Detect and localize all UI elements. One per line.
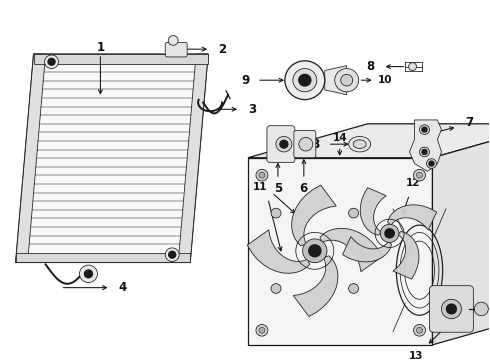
Text: 8: 8 (367, 60, 375, 73)
Text: 12: 12 (406, 178, 421, 188)
Circle shape (426, 159, 437, 168)
Ellipse shape (349, 136, 370, 152)
Text: 11: 11 (253, 182, 267, 192)
Text: 9: 9 (241, 74, 249, 87)
Circle shape (165, 248, 179, 261)
FancyBboxPatch shape (267, 126, 295, 163)
Polygon shape (388, 205, 437, 230)
Circle shape (293, 68, 317, 92)
Circle shape (285, 61, 325, 100)
Polygon shape (16, 54, 208, 262)
Text: 1: 1 (97, 41, 104, 54)
Circle shape (414, 324, 425, 336)
Text: 6: 6 (300, 182, 308, 195)
Circle shape (299, 75, 311, 86)
Circle shape (259, 327, 265, 333)
Circle shape (276, 136, 292, 152)
Text: 2: 2 (218, 43, 226, 56)
Circle shape (280, 140, 288, 148)
Circle shape (303, 239, 327, 263)
Circle shape (169, 251, 176, 258)
Circle shape (84, 270, 93, 278)
Circle shape (348, 208, 359, 218)
Circle shape (429, 161, 434, 166)
Polygon shape (247, 230, 310, 273)
Circle shape (441, 299, 462, 319)
Circle shape (45, 55, 58, 68)
Circle shape (299, 138, 313, 151)
Text: 5: 5 (274, 182, 282, 195)
Polygon shape (16, 54, 46, 262)
Polygon shape (294, 256, 338, 316)
Polygon shape (393, 231, 419, 279)
Circle shape (414, 169, 425, 181)
FancyBboxPatch shape (294, 131, 316, 158)
Polygon shape (178, 54, 208, 262)
Polygon shape (360, 188, 386, 235)
Circle shape (422, 149, 427, 154)
Circle shape (168, 36, 178, 45)
Circle shape (259, 172, 265, 178)
Circle shape (256, 324, 268, 336)
Text: 14: 14 (332, 133, 347, 143)
Circle shape (419, 125, 429, 135)
Text: 3: 3 (248, 103, 256, 116)
Circle shape (416, 172, 422, 178)
Circle shape (419, 147, 429, 157)
Text: 7: 7 (466, 116, 473, 129)
Circle shape (271, 208, 281, 218)
Circle shape (409, 63, 416, 71)
Circle shape (335, 68, 359, 92)
Circle shape (474, 302, 489, 316)
Polygon shape (248, 124, 490, 158)
Circle shape (348, 284, 359, 293)
Circle shape (256, 169, 268, 181)
Circle shape (422, 127, 427, 132)
Ellipse shape (353, 140, 366, 149)
Text: 8: 8 (312, 138, 320, 151)
Circle shape (446, 304, 456, 314)
Polygon shape (292, 185, 336, 246)
Bar (248, 158, 433, 345)
Polygon shape (433, 124, 490, 345)
FancyBboxPatch shape (429, 286, 473, 332)
Polygon shape (16, 253, 190, 262)
Polygon shape (325, 66, 347, 95)
Text: 4: 4 (118, 281, 126, 294)
FancyBboxPatch shape (165, 42, 187, 57)
Text: 13: 13 (409, 351, 424, 360)
Circle shape (341, 75, 353, 86)
Circle shape (79, 265, 98, 283)
Circle shape (48, 58, 55, 65)
Circle shape (309, 245, 321, 257)
Polygon shape (410, 120, 441, 171)
Polygon shape (343, 237, 392, 262)
Polygon shape (320, 228, 382, 272)
Text: 10: 10 (377, 75, 392, 85)
Circle shape (380, 224, 399, 242)
Circle shape (385, 229, 394, 238)
Polygon shape (34, 54, 208, 64)
Circle shape (416, 327, 422, 333)
Circle shape (271, 284, 281, 293)
